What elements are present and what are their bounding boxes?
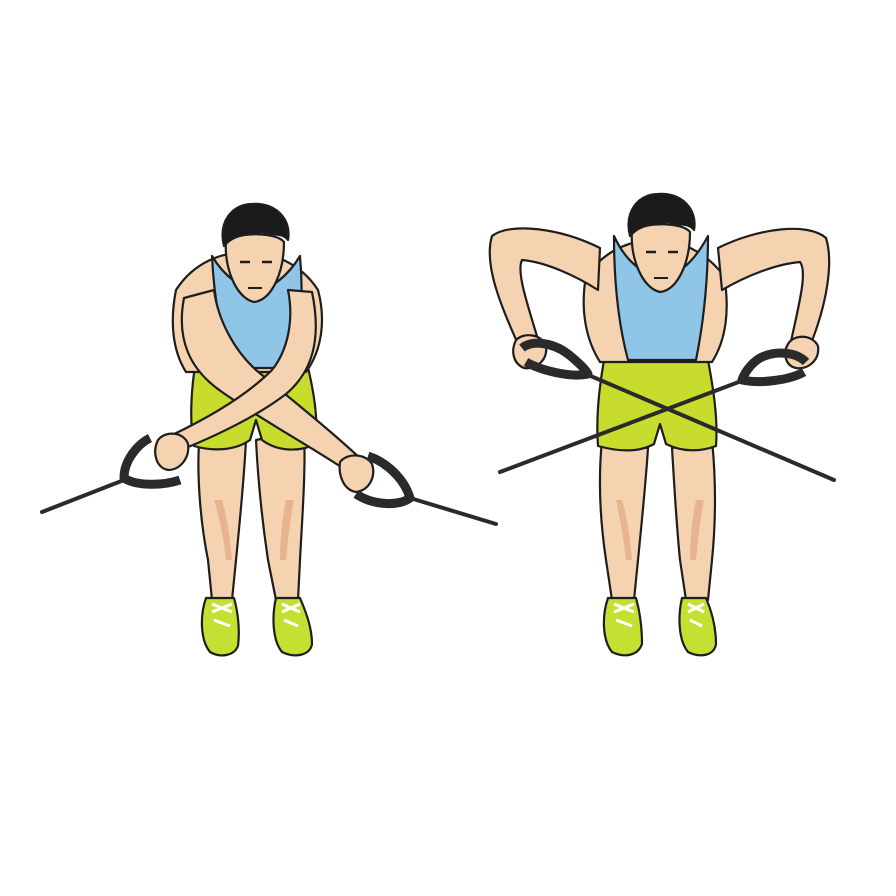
figure-start-shoes bbox=[200, 596, 314, 657]
figure-finish-arms bbox=[488, 227, 831, 370]
figure-start-arms bbox=[154, 288, 375, 494]
figure-finish-head bbox=[627, 192, 696, 294]
figure-finish-shoes bbox=[602, 596, 718, 657]
figure-start-legs bbox=[197, 428, 306, 602]
figure-finish-legs bbox=[598, 438, 717, 602]
figure-finish-shorts bbox=[596, 348, 718, 452]
figure-start-cable-handles bbox=[40, 433, 498, 526]
figure-start-pose bbox=[40, 202, 498, 657]
figure-finish-pose bbox=[488, 192, 836, 657]
figure-start-head bbox=[221, 202, 290, 304]
figure-finish-cable-handles bbox=[498, 338, 836, 482]
